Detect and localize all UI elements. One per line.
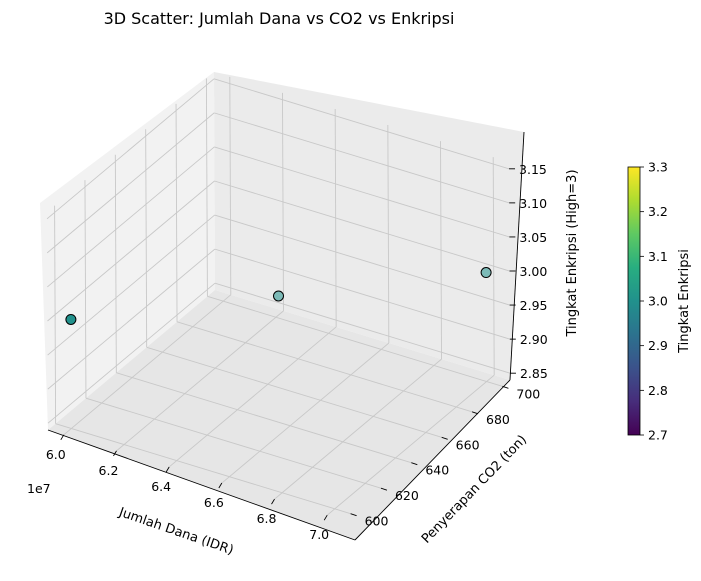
grid-line-z-left — [47, 146, 215, 288]
scatter-points — [65, 267, 492, 325]
scatter-point — [65, 313, 77, 325]
y-tick-label: 600 — [365, 514, 389, 529]
grid-line-z-left — [46, 112, 215, 254]
y-tick-label: 640 — [425, 463, 449, 478]
colorbar-label: Tingkat Enkripsi — [677, 249, 692, 354]
z-tick-label: 3.15 — [519, 162, 547, 177]
grid-line-y-floor — [85, 397, 382, 489]
pane-back-wall — [214, 72, 524, 380]
colorbar-tick-labels: 2.7 2.8 2.9 3.0 3.1 3.2 3.3 — [640, 160, 668, 443]
grid-line-z-back — [214, 112, 510, 204]
z-tick-label: 3.05 — [519, 230, 547, 245]
grid-lines — [46, 76, 511, 516]
x-tick-mark — [323, 514, 328, 521]
colorbar-tick-label: 2.9 — [648, 338, 668, 353]
y-tick-labels: 600 620 640 660 680 700 — [365, 386, 541, 528]
x-tick-label: 7.0 — [309, 527, 329, 542]
x-tick-mark — [60, 434, 65, 441]
z-tick-labels: 2.85 2.90 2.95 3.00 3.05 3.10 3.15 — [519, 162, 548, 381]
colorbar-tick-label: 2.8 — [648, 383, 668, 398]
pane-left-wall — [40, 72, 215, 430]
grid-line-x-floor — [63, 294, 232, 436]
grid-line-z-left — [47, 214, 215, 356]
x-tick-mark — [165, 466, 170, 473]
z-tick-label: 2.95 — [520, 298, 548, 313]
grid-line-x-floor — [326, 374, 495, 516]
x-axis-line — [47, 429, 356, 541]
grid-line-y-floor — [55, 423, 351, 515]
grid-line-z-back — [214, 180, 510, 272]
x-tick-labels: 6.0 6.2 6.4 6.6 6.8 7.0 — [46, 447, 329, 542]
y-tick-mark — [380, 487, 388, 491]
y-tick-mark — [441, 436, 448, 440]
y-tick-label: 680 — [486, 412, 510, 427]
z-tick-label: 2.85 — [520, 366, 548, 381]
grid-line-x-floor — [221, 342, 390, 484]
grid-line-z-back — [214, 248, 510, 340]
y-tick-mark — [502, 385, 509, 389]
grid-line-y-floor — [176, 321, 473, 413]
y-tick-label: 700 — [516, 386, 540, 401]
grid-line-y-floor — [207, 295, 503, 387]
grid-line-z-left — [47, 248, 216, 390]
grid-line-z-back — [214, 282, 511, 374]
x-offset-label: 1e7 — [27, 481, 51, 496]
axis-lines — [47, 131, 525, 541]
colorbar — [627, 166, 641, 436]
z-tick-label: 2.90 — [520, 332, 548, 347]
z-tick-label: 3.10 — [519, 196, 547, 211]
x-tick-label: 6.6 — [204, 495, 224, 510]
y-tick-label: 620 — [395, 488, 419, 503]
scatter-point — [273, 290, 284, 302]
x-axis-label: Jumlah Dana (IDR) — [116, 505, 235, 559]
x-tick-label: 6.4 — [151, 479, 171, 494]
grid-line-z-back — [214, 146, 510, 238]
grid-line-x-floor — [274, 358, 442, 500]
x-tick-mark — [113, 450, 117, 457]
z-axis-line — [509, 131, 525, 381]
grid-line-x-floor — [168, 326, 337, 468]
grid-line-x-floor — [116, 310, 284, 452]
colorbar-tick-label: 2.7 — [648, 428, 668, 443]
grid-line-y-floor — [116, 372, 412, 464]
colorbar-tick-label: 3.3 — [648, 160, 668, 175]
grid-line-z-left — [47, 282, 216, 424]
colorbar-tick-label: 3.1 — [648, 249, 668, 264]
colorbar-tick-label: 3.2 — [648, 204, 668, 219]
y-tick-label: 660 — [456, 437, 480, 452]
chart-title: 3D Scatter: Jumlah Dana vs CO2 vs Enkrip… — [104, 9, 455, 28]
x-tick-label: 6.2 — [99, 463, 119, 478]
x-tick-mark — [218, 482, 223, 489]
grid-line-z-back — [213, 78, 510, 170]
grid-line-z-left — [46, 78, 215, 220]
scatter-point — [480, 267, 492, 279]
x-tick-label: 6.8 — [257, 511, 277, 526]
z-tick-label: 3.00 — [520, 264, 548, 279]
grid-line-y-floor — [146, 346, 442, 438]
y-axis-line — [354, 379, 511, 541]
y-tick-mark — [350, 513, 357, 517]
y-tick-mark — [411, 462, 418, 466]
x-tick-mark — [271, 498, 275, 505]
colorbar-tick-label: 3.0 — [648, 294, 668, 309]
z-axis-label: Tingkat Enkripsi (High=3) — [565, 169, 580, 337]
grid-line-z-left — [47, 180, 215, 322]
y-tick-mark — [471, 411, 479, 415]
grid-line-z-back — [214, 214, 510, 306]
x-tick-label: 6.0 — [46, 447, 66, 462]
